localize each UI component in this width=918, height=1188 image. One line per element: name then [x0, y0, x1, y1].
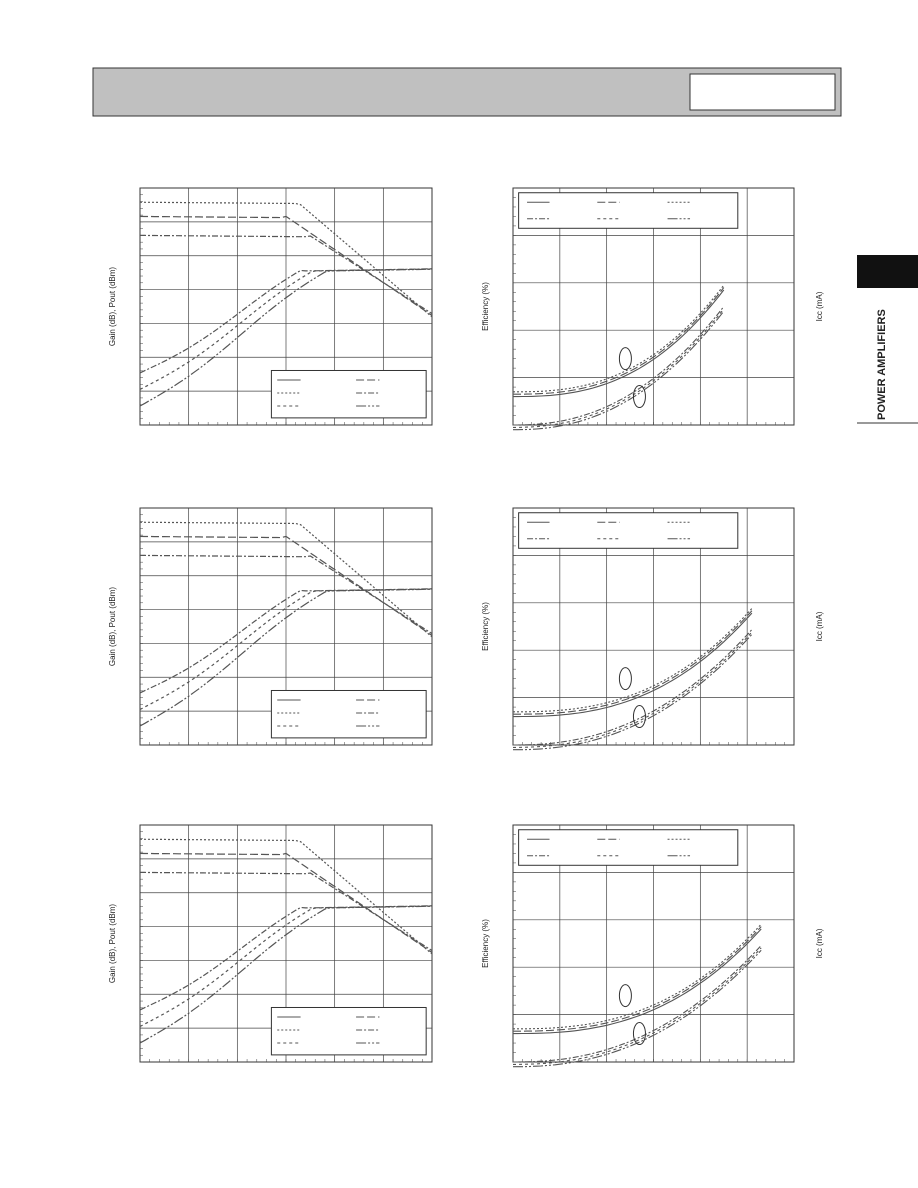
- efficiency-curve: [513, 289, 725, 398]
- y-axis-label: Gain (dB), Pout (dBm): [108, 587, 117, 666]
- pout-curve: [139, 268, 433, 407]
- y2-axis-label: Icc (mA): [815, 611, 824, 641]
- efficiency-curve: [513, 287, 725, 395]
- efficiency-curve: [513, 612, 753, 718]
- y2-axis-label: Icc (mA): [815, 291, 824, 321]
- gain-curve: [140, 554, 433, 635]
- pout-curve: [139, 588, 433, 727]
- side-tab-text: POWER AMPLIFIERS: [876, 309, 888, 420]
- y-axis-label: Efficiency (%): [481, 602, 490, 651]
- icc-curve: [513, 310, 725, 431]
- pout-curve: [139, 905, 432, 1028]
- y2-axis-label: Icc (mA): [815, 928, 824, 958]
- pout-curve: [139, 905, 433, 1044]
- icc-curve: [513, 947, 762, 1065]
- gain-curve: [140, 871, 433, 952]
- legend-box: [518, 512, 739, 549]
- gain-curve: [139, 838, 433, 955]
- efficiency-curve: [513, 610, 753, 715]
- y-axis-label: Efficiency (%): [481, 282, 490, 331]
- marker-loop: [632, 385, 646, 409]
- icc-curve: [513, 306, 725, 426]
- gain-curve: [139, 201, 433, 318]
- pout-curve: [139, 588, 432, 711]
- legend-box: [518, 192, 739, 229]
- efficiency-curve: [513, 923, 762, 1030]
- legend-box: [270, 689, 427, 739]
- gain-curve: [140, 234, 433, 315]
- marker-loop: [618, 667, 632, 691]
- y-axis-label: Gain (dB), Pout (dBm): [108, 267, 117, 346]
- efficiency-curve: [513, 608, 753, 713]
- gain-curve: [139, 535, 433, 636]
- icc-curve: [513, 945, 762, 1063]
- icc-curve: [513, 629, 753, 746]
- y-axis-label: Efficiency (%): [481, 919, 490, 968]
- marker-loop: [618, 984, 632, 1008]
- marker-loop: [618, 347, 632, 371]
- gain-curve: [139, 521, 433, 638]
- icc-curve: [513, 308, 725, 428]
- marker-loop: [632, 705, 646, 729]
- legend-box: [518, 829, 739, 866]
- icc-curve: [513, 631, 753, 748]
- gain-curve: [139, 215, 433, 316]
- icc-curve: [513, 634, 753, 751]
- pout-curve: [139, 268, 432, 390]
- efficiency-curve: [513, 926, 762, 1032]
- side-tab: [857, 255, 918, 288]
- legend-box: [270, 369, 427, 419]
- icc-curve: [513, 949, 762, 1068]
- header-box: [689, 73, 836, 111]
- marker-loop: [632, 1022, 646, 1046]
- legend-box: [270, 1006, 427, 1056]
- efficiency-curve: [513, 928, 762, 1035]
- y-axis-label: Gain (dB), Pout (dBm): [108, 904, 117, 983]
- efficiency-curve: [513, 284, 725, 393]
- gain-curve: [139, 852, 433, 953]
